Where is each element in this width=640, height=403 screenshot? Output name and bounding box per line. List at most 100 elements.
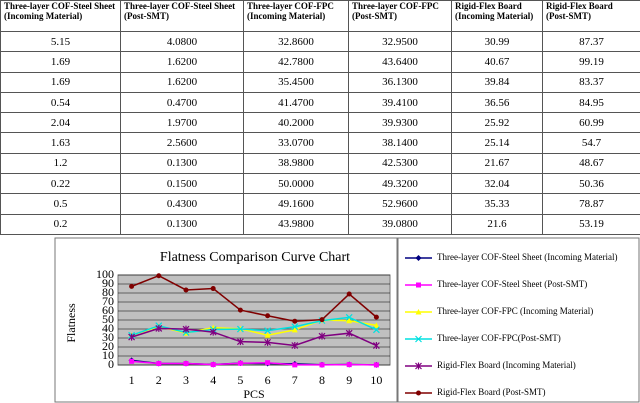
y-tick-label: 50 — [102, 312, 114, 326]
x-tick-label: 3 — [183, 373, 189, 387]
table-cell: 83.37 — [542, 71, 640, 93]
table-cell: 53.19 — [542, 213, 640, 236]
marker — [372, 342, 380, 350]
y-tick-label: 30 — [102, 330, 114, 344]
table-cell: 1.9700 — [120, 112, 244, 134]
marker — [373, 322, 380, 328]
table-cell: 1.69 — [0, 51, 121, 73]
table-cell: 42.7800 — [243, 51, 349, 73]
y-tick-label: 0 — [108, 357, 114, 371]
header-cell: Three-layer COF-Steel Sheet (Incoming Ma… — [0, 0, 121, 32]
header-cell: Three-layer COF-FPC (Post-SMT) — [348, 0, 452, 32]
table-cell: 0.54 — [0, 91, 121, 114]
header-cell: Three-layer COF-FPC (Incoming Material) — [243, 0, 349, 32]
legend-label: Rigid-Flex Board (Incoming Material) — [437, 360, 576, 370]
marker — [372, 326, 380, 334]
table-cell: 84.95 — [542, 91, 640, 114]
series-line — [131, 360, 377, 366]
y-tick-label: 60 — [102, 303, 114, 317]
legend-label: Three-layer COF-Steel Sheet (Incoming Ma… — [437, 252, 617, 262]
table-cell: 0.1300 — [120, 213, 244, 236]
table-cell: 38.1400 — [348, 132, 452, 154]
table-cell: 39.9300 — [348, 112, 452, 134]
marker — [183, 287, 189, 293]
table-row: 2.04 1.9700 40.2000 39.9300 25.92 60.99 — [0, 112, 640, 134]
marker — [415, 335, 422, 343]
marker — [292, 318, 298, 324]
table-row: 0.22 0.1500 50.0000 49.3200 32.04 50.36 — [0, 173, 640, 195]
table-cell: 32.8600 — [243, 30, 349, 53]
legend-frame — [397, 237, 640, 403]
marker — [415, 362, 422, 370]
table-cell: 21.6 — [451, 213, 543, 236]
marker — [416, 282, 421, 288]
table-cell: 40.67 — [451, 51, 543, 73]
y-tick-label: 40 — [102, 321, 114, 335]
table-cell: 0.5 — [0, 193, 121, 215]
x-axis-label: PCS — [243, 387, 264, 401]
table-cell: 42.5300 — [348, 152, 452, 175]
table-cell: 0.2 — [0, 213, 121, 236]
table-cell: 0.1300 — [120, 152, 244, 175]
marker — [292, 362, 298, 368]
table-cell: 33.0700 — [243, 132, 349, 154]
header-row: Three-layer COF-Steel Sheet (Incoming Ma… — [0, 0, 640, 32]
table-row: 1.69 1.6200 42.7800 43.6400 40.67 99.19 — [0, 51, 640, 73]
table-cell: 25.14 — [451, 132, 543, 154]
table-cell: 1.2 — [0, 152, 121, 175]
marker — [129, 358, 135, 364]
marker — [183, 361, 189, 367]
x-tick-label: 4 — [210, 373, 216, 387]
marker — [265, 313, 271, 319]
table-cell: 49.1600 — [243, 193, 349, 215]
marker — [373, 362, 379, 368]
marker — [236, 325, 244, 333]
table-cell: 99.19 — [542, 51, 640, 73]
table-cell: 0.22 — [0, 173, 121, 195]
table-cell: 35.4500 — [243, 71, 349, 93]
marker — [373, 314, 379, 320]
marker — [236, 338, 244, 346]
table-cell: 25.92 — [451, 112, 543, 134]
table-cell: 50.0000 — [243, 173, 349, 195]
legend-label: Three-layer COF-FPC(Post-SMT) — [437, 333, 561, 343]
table-cell: 48.67 — [542, 152, 640, 175]
table-cell: 1.6200 — [120, 51, 244, 73]
table-cell: 30.99 — [451, 30, 543, 53]
table-row: 1.2 0.1300 38.9800 42.5300 21.67 48.67 — [0, 152, 640, 175]
marker — [237, 307, 243, 313]
x-tick-label: 10 — [370, 373, 382, 387]
marker — [128, 333, 136, 341]
marker — [346, 317, 353, 324]
table-cell: 32.04 — [451, 173, 543, 195]
table-cell: 49.3200 — [348, 173, 452, 195]
marker — [265, 360, 271, 366]
x-tick-label: 9 — [346, 373, 352, 387]
table-cell: 60.99 — [542, 112, 640, 134]
marker — [210, 286, 216, 292]
series-line — [131, 327, 377, 347]
table-cell: 39.4100 — [348, 91, 452, 114]
marker — [264, 327, 272, 335]
y-tick-label: 70 — [102, 294, 114, 308]
chart-title: Flatness Comparison Curve Chart — [160, 250, 350, 265]
marker — [129, 283, 135, 289]
y-tick-label: 10 — [102, 348, 114, 362]
table-row: 0.5 0.4300 49.1600 52.9600 35.33 78.87 — [0, 193, 640, 215]
marker — [319, 362, 325, 368]
data-table: Three-layer COF-Steel Sheet (Incoming Ma… — [0, 0, 640, 236]
marker — [182, 325, 190, 333]
table-cell: 1.69 — [0, 71, 121, 93]
x-tick-label: 8 — [319, 373, 325, 387]
header-cell: Rigid-Flex Board (Post-SMT) — [542, 0, 640, 32]
legend-label: Three-layer COF-FPC (Incoming Material) — [437, 306, 593, 316]
table-row: 1.69 1.6200 35.4500 36.1300 39.84 83.37 — [0, 71, 640, 93]
table-cell: 87.37 — [542, 30, 640, 53]
marker — [237, 360, 243, 366]
table-cell: 4.0800 — [120, 30, 244, 53]
marker — [345, 329, 353, 337]
marker — [264, 332, 271, 338]
x-tick-label: 7 — [292, 373, 298, 387]
marker — [156, 273, 162, 279]
